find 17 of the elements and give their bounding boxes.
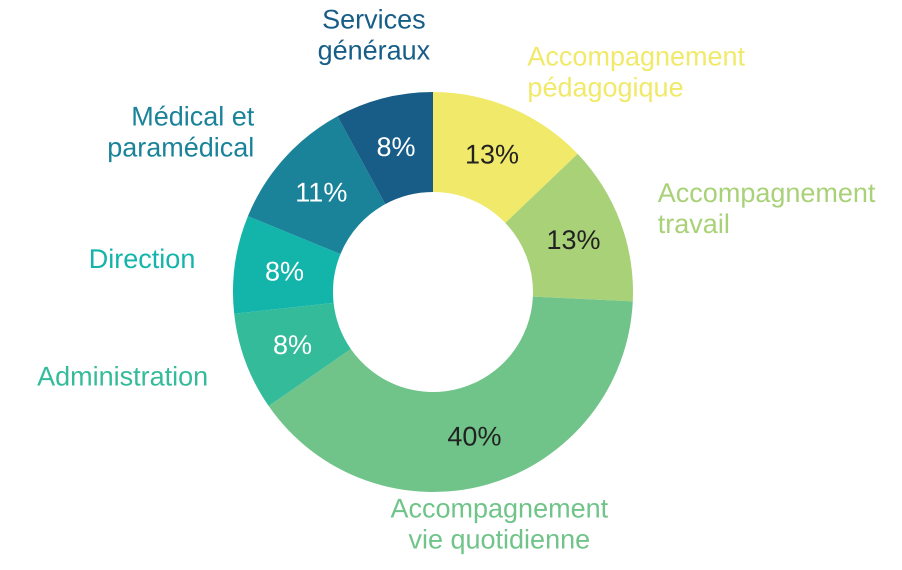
slice-label: Administration — [37, 361, 208, 392]
slice-label: Direction — [88, 244, 196, 274]
data-label: 8% — [272, 330, 312, 360]
donut-slice — [234, 302, 351, 406]
donut-slice — [233, 216, 340, 314]
data-label: 40% — [447, 422, 502, 452]
data-label: 11% — [295, 177, 348, 208]
data-label: 13% — [464, 140, 520, 170]
data-label: 8% — [376, 132, 416, 162]
slice-label: Accompagnement pédagogique — [527, 41, 746, 102]
slice-label: Accompagnement vie quotidienne — [390, 493, 609, 554]
donut-slice — [268, 296, 633, 492]
data-label: 13% — [546, 224, 601, 255]
slice-label: Accompagnement travail — [658, 178, 876, 239]
slice-label: Médical et paramédical — [107, 102, 255, 163]
data-label: 8% — [264, 256, 304, 287]
slice-label: Services généraux — [318, 4, 431, 66]
